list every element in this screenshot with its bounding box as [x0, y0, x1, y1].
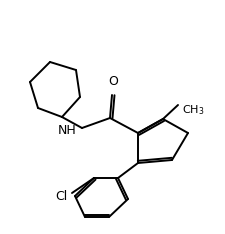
- Text: CH$_3$: CH$_3$: [181, 103, 204, 117]
- Text: NH: NH: [58, 124, 77, 138]
- Text: O: O: [108, 75, 117, 88]
- Text: Cl: Cl: [56, 190, 68, 202]
